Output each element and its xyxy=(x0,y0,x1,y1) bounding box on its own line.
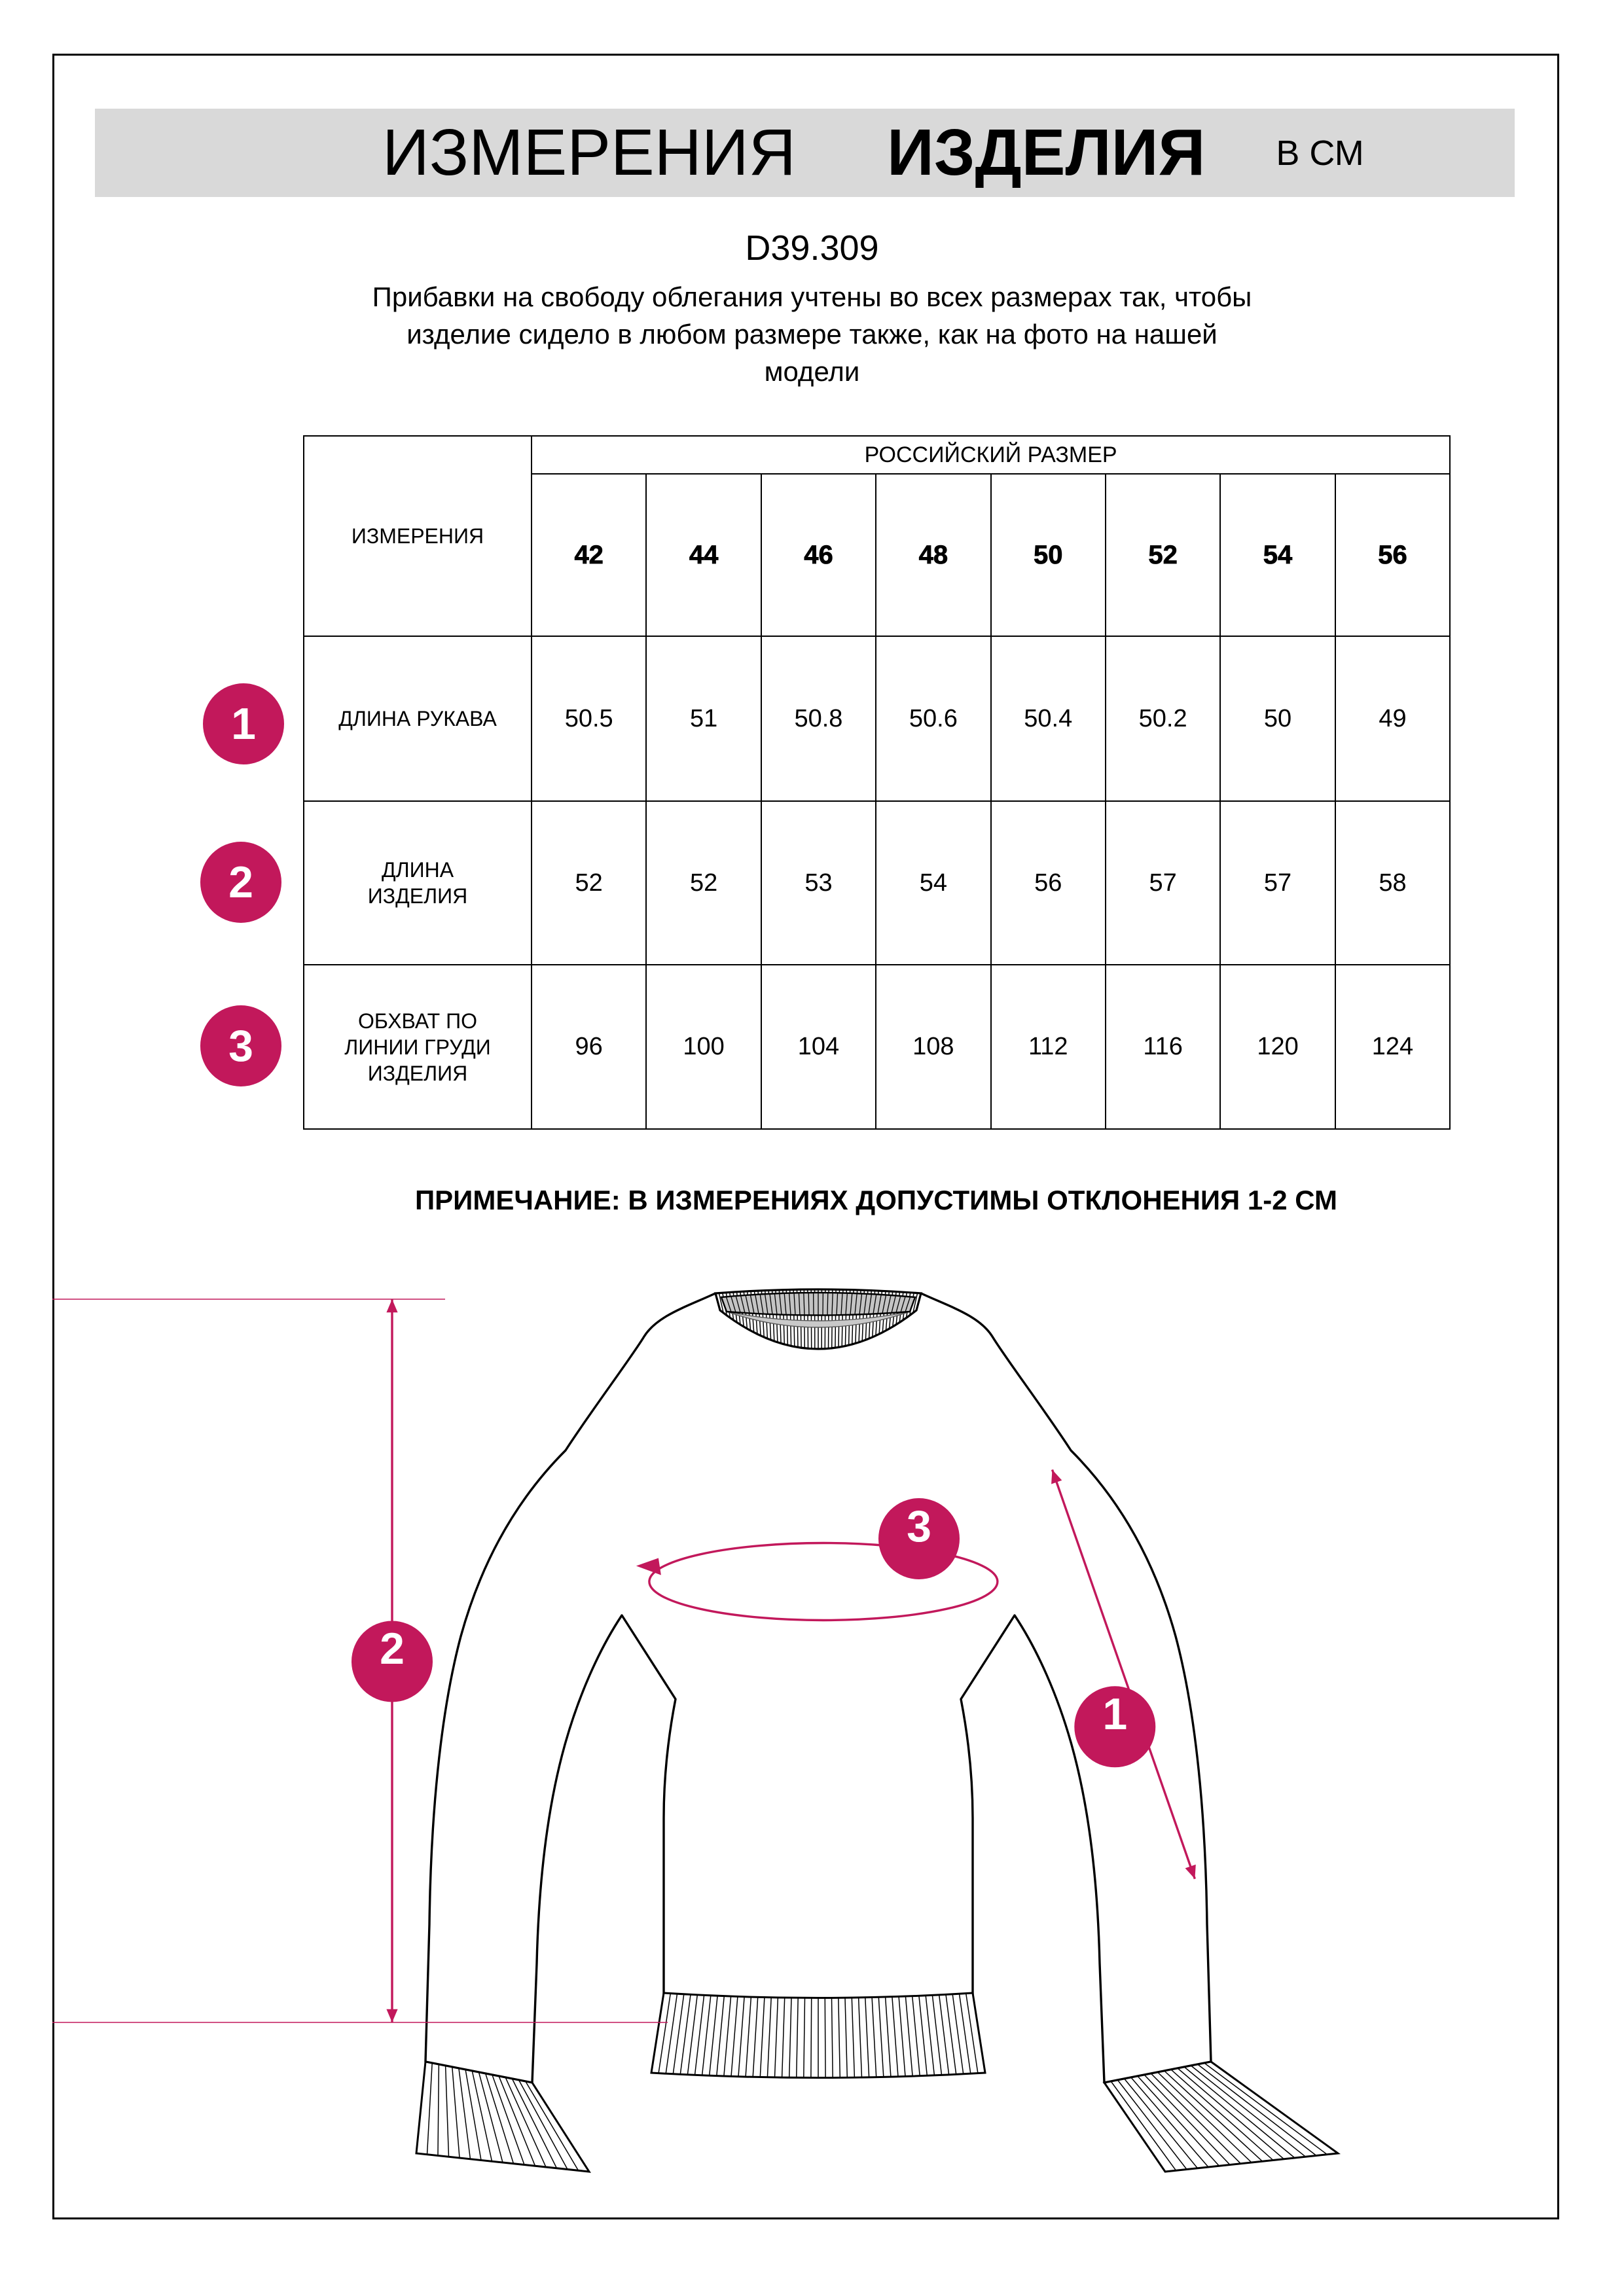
svg-text:1: 1 xyxy=(1102,1689,1127,1739)
svg-text:2: 2 xyxy=(380,1624,405,1674)
svg-text:3: 3 xyxy=(907,1501,931,1551)
